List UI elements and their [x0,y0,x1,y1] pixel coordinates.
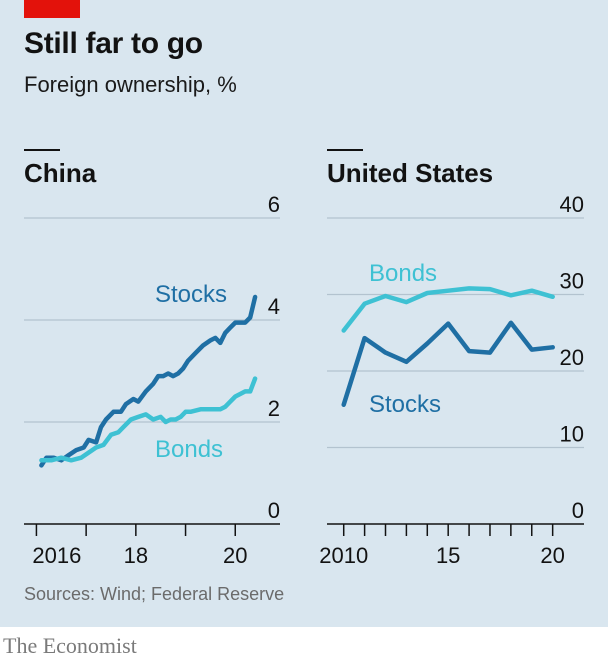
china-x-tick-label: 2016 [32,543,81,568]
china-y-tick-label: 4 [268,294,280,319]
us-y-tick-label: 20 [560,345,584,370]
us-x-tick-label: 20 [540,543,564,568]
us-y-tick-label: 40 [560,192,584,217]
china-y-tick-label: 2 [268,396,280,421]
us-stocks-line [341,320,555,407]
china-stocks-line [39,294,258,468]
china-bonds-line [39,376,258,463]
chart-subtitle: Foreign ownership, % [24,72,237,97]
us-y-tick-label: 0 [572,498,584,523]
china-panel-title: China [24,158,97,188]
chart-title: Still far to go [24,27,203,60]
us-x-tick-label: 15 [436,543,460,568]
china-x-tick-label: 20 [223,543,247,568]
china-bonds-label: Bonds [155,436,223,463]
china-y-tick-label: 6 [268,192,280,217]
source-note: Sources: Wind; Federal Reserve [24,584,285,604]
us-x-tick-label: 2010 [319,543,368,568]
us-panel-title: United States [327,158,493,188]
brand-wordmark: The Economist [3,633,137,658]
china-y-tick-label: 0 [268,498,280,523]
us-y-tick-label: 10 [560,422,584,447]
china-stocks-label: Stocks [155,281,227,308]
china-x-tick-label: 18 [124,543,148,568]
us-bonds-label: Bonds [369,260,437,287]
us-bonds-line [341,286,555,333]
brand-red-tag [24,0,80,18]
us-stocks-label: Stocks [369,391,441,418]
charts-canvas: China 0 2 4 6 2016 18 20 Stocks Bonds United State… [24,149,584,568]
us-y-tick-label: 30 [560,269,584,294]
footer-bar: The Economist [0,627,608,662]
